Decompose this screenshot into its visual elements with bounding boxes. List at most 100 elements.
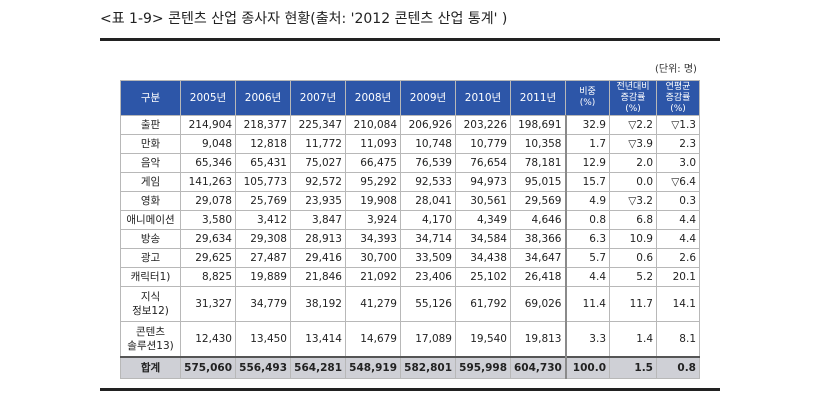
row-label-line: 음악 [140,157,161,169]
year-value: 92,533 [400,172,456,192]
cagr-value: ▽1.3 [656,115,700,135]
row-label: 음악 [120,153,181,173]
row-label-line: 만화 [140,138,161,150]
year-value: 25,769 [235,191,291,211]
header-year: 2006년 [235,80,291,116]
year-value: 33,509 [400,248,456,268]
table-row: 만화 9,048 12,818 11,772 11,093 10,748 10,779 10,… [120,134,700,154]
row-label: 애니메이션 [120,210,181,230]
year-value: 218,377 [235,115,291,135]
year-value: 23,406 [400,267,456,287]
year-value: 69,026 [510,286,566,322]
share-value: 15.7 [564,172,610,192]
header-year: 2008년 [345,80,401,116]
year-value: 30,561 [455,191,511,211]
year-value: 19,540 [455,321,511,358]
year-value: 203,226 [455,115,511,135]
row-label-line: 정보12) [132,305,169,317]
year-value: 225,347 [290,115,346,135]
year-value: 141,263 [180,172,236,192]
table-row: 음악 65,346 65,431 75,027 66,475 76,539 76,654 78… [120,153,700,173]
table-caption: <표 1-9> 콘텐츠 산업 종사자 현황(출처: '2012 콘텐츠 산업 통… [100,11,508,27]
header-year: 2005년 [180,80,236,116]
row-label-line: 콘텐츠 [136,326,165,338]
year-value: 29,308 [235,229,291,249]
total-value: 582,801 [400,356,456,379]
year-value: 34,647 [510,248,566,268]
year-value: 29,634 [180,229,236,249]
year-value: 23,935 [290,191,346,211]
year-value: 76,539 [400,153,456,173]
table-row: 방송 29,634 29,308 28,913 34,393 34,714 34,584 38… [120,229,700,249]
cagr-value: 0.3 [656,191,700,211]
row-label-line: 애니메이션 [126,214,175,226]
bottom-rule [100,388,720,391]
yoy-value: ▽2.2 [609,115,657,135]
header-share-line: (%) [579,98,596,108]
yoy-value: ▽3.2 [609,191,657,211]
year-value: 210,084 [345,115,401,135]
table-row: 지식 정보12) 31,327 34,779 38,192 41,279 55,126 61,… [120,286,700,322]
total-yoy: 1.5 [609,356,657,379]
table-row: 콘텐츠 솔루션13) 12,430 13,450 13,414 14,679 17,089 1… [120,321,700,358]
cagr-value: ▽6.4 [656,172,700,192]
total-value: 604,730 [510,356,566,379]
share-value: 4.9 [564,191,610,211]
year-value: 21,092 [345,267,401,287]
total-value: 575,060 [180,356,236,379]
year-value: 13,450 [235,321,291,358]
header-year: 2010년 [455,80,511,116]
year-value: 30,700 [345,248,401,268]
row-label: 게임 [120,172,181,192]
total-cagr: 0.8 [656,356,700,379]
cagr-value: 4.4 [656,229,700,249]
header-cagr-line: 증감률(%) [665,92,691,114]
year-value: 78,181 [510,153,566,173]
year-value: 12,818 [235,134,291,154]
year-value: 65,346 [180,153,236,173]
header-year: 2009년 [400,80,456,116]
share-value: 1.7 [564,134,610,154]
year-value: 19,908 [345,191,401,211]
year-value: 8,825 [180,267,236,287]
year-value: 28,041 [400,191,456,211]
share-value: 6.3 [564,229,610,249]
year-value: 34,438 [455,248,511,268]
year-value: 13,414 [290,321,346,358]
row-label: 만화 [120,134,181,154]
yoy-value: 10.9 [609,229,657,249]
share-value: 32.9 [564,115,610,135]
cagr-value: 2.3 [656,134,700,154]
share-value: 5.7 [564,248,610,268]
yoy-value: 0.6 [609,248,657,268]
year-value: 94,973 [455,172,511,192]
year-value: 3,924 [345,210,401,230]
year-value: 92,572 [290,172,346,192]
cagr-value: 8.1 [656,321,700,358]
yoy-value: ▽3.9 [609,134,657,154]
table-row: 광고 29,625 27,487 29,416 30,700 33,509 34,438 34… [120,248,700,268]
row-label-line: 솔루션13) [127,340,174,352]
row-label: 방송 [120,229,181,249]
year-value: 65,431 [235,153,291,173]
year-value: 29,625 [180,248,236,268]
header-year: 2011년 [510,80,566,116]
year-value: 4,646 [510,210,566,230]
top-rule [100,38,720,41]
row-label: 지식 정보12) [120,286,181,322]
year-value: 105,773 [235,172,291,192]
share-value: 12.9 [564,153,610,173]
yoy-value: 2.0 [609,153,657,173]
year-value: 3,580 [180,210,236,230]
share-value: 3.3 [564,321,610,358]
row-label-line: 방송 [140,233,161,245]
year-value: 12,430 [180,321,236,358]
total-share: 100.0 [564,356,610,379]
year-value: 38,366 [510,229,566,249]
share-value: 0.8 [564,210,610,230]
year-value: 4,170 [400,210,456,230]
cagr-value: 20.1 [656,267,700,287]
total-row: 합계 575,060 556,493 564,281 548,919 582,801 595… [120,356,700,379]
year-value: 19,813 [510,321,566,358]
